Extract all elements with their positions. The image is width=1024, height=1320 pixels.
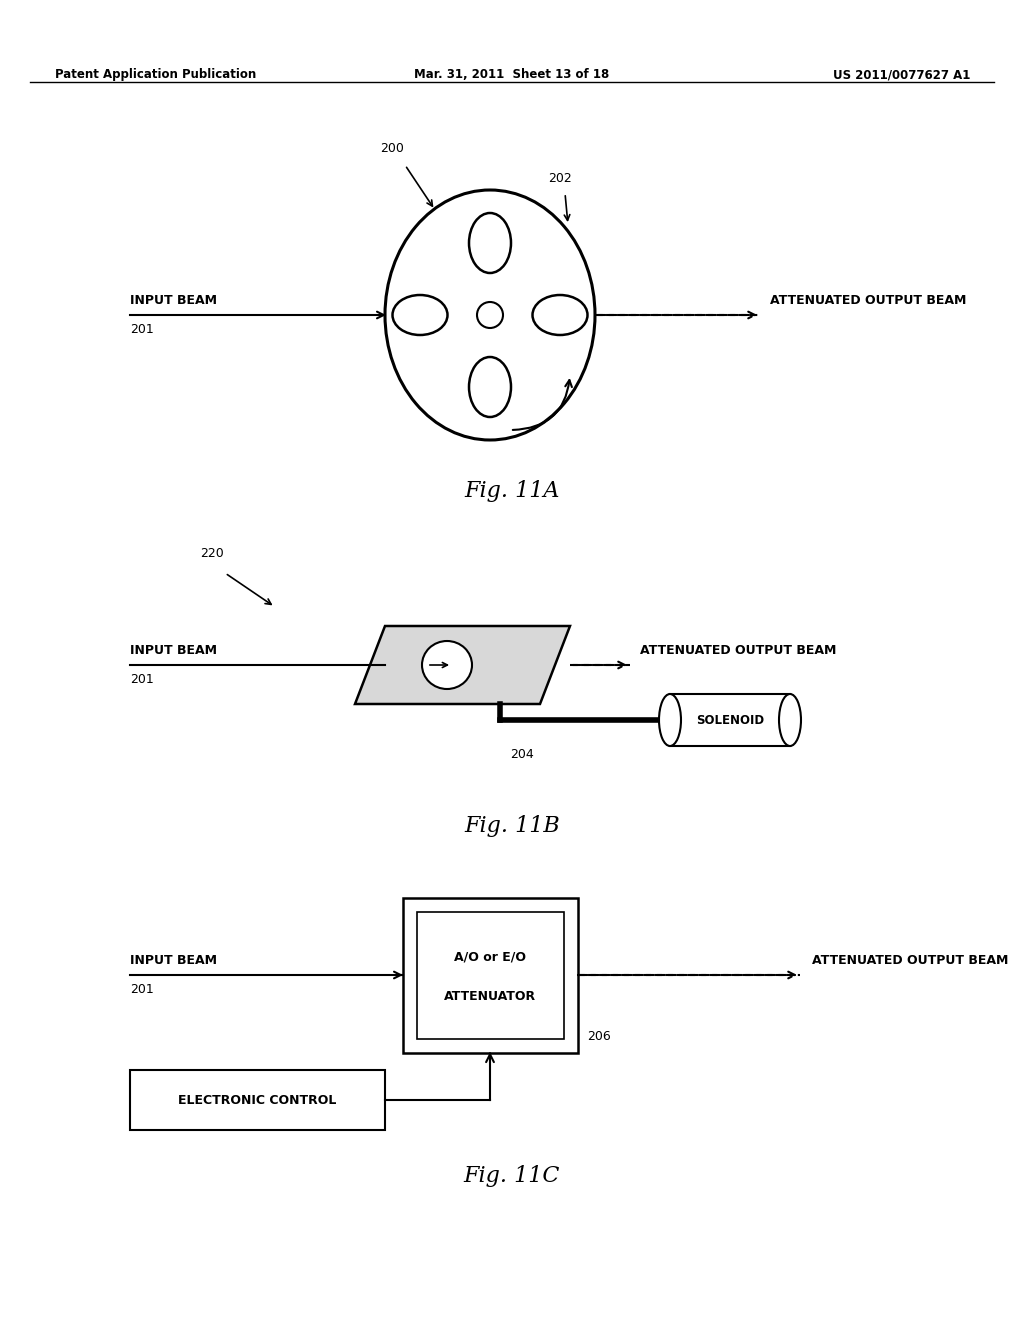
- Text: 200: 200: [380, 143, 403, 154]
- Text: INPUT BEAM: INPUT BEAM: [130, 294, 217, 308]
- Text: INPUT BEAM: INPUT BEAM: [130, 954, 217, 968]
- Text: Fig. 11B: Fig. 11B: [464, 814, 560, 837]
- Text: A/O or E/O: A/O or E/O: [454, 950, 526, 964]
- Ellipse shape: [422, 642, 472, 689]
- Text: Patent Application Publication: Patent Application Publication: [55, 69, 256, 81]
- Text: ATTENUATOR: ATTENUATOR: [444, 990, 536, 1003]
- Text: SOLENOID: SOLENOID: [696, 714, 764, 726]
- Polygon shape: [355, 626, 570, 704]
- Ellipse shape: [469, 356, 511, 417]
- Ellipse shape: [392, 294, 447, 335]
- Text: Fig. 11A: Fig. 11A: [464, 480, 560, 502]
- Text: Mar. 31, 2011  Sheet 13 of 18: Mar. 31, 2011 Sheet 13 of 18: [415, 69, 609, 81]
- Text: 204: 204: [510, 748, 534, 762]
- Bar: [130, 1071, 385, 1130]
- Text: US 2011/0077627 A1: US 2011/0077627 A1: [833, 69, 970, 81]
- Ellipse shape: [779, 694, 801, 746]
- Text: ATTENUATED OUTPUT BEAM: ATTENUATED OUTPUT BEAM: [812, 954, 1009, 968]
- Ellipse shape: [659, 694, 681, 746]
- Bar: [417, 912, 564, 1039]
- Text: 201: 201: [130, 673, 154, 686]
- Ellipse shape: [532, 294, 588, 335]
- Text: ATTENUATED OUTPUT BEAM: ATTENUATED OUTPUT BEAM: [640, 644, 837, 657]
- Text: 220: 220: [200, 546, 224, 560]
- Bar: [403, 898, 578, 1053]
- Text: ELECTRONIC CONTROL: ELECTRONIC CONTROL: [178, 1093, 336, 1106]
- Text: INPUT BEAM: INPUT BEAM: [130, 644, 217, 657]
- Text: 201: 201: [130, 323, 154, 337]
- Ellipse shape: [385, 190, 595, 440]
- Ellipse shape: [469, 213, 511, 273]
- Text: Fig. 11C: Fig. 11C: [464, 1166, 560, 1187]
- Text: 202: 202: [548, 172, 571, 185]
- Bar: [670, 694, 790, 746]
- Circle shape: [477, 302, 503, 327]
- Text: ATTENUATED OUTPUT BEAM: ATTENUATED OUTPUT BEAM: [770, 294, 967, 308]
- Text: 206: 206: [587, 1030, 610, 1043]
- Text: 201: 201: [130, 983, 154, 997]
